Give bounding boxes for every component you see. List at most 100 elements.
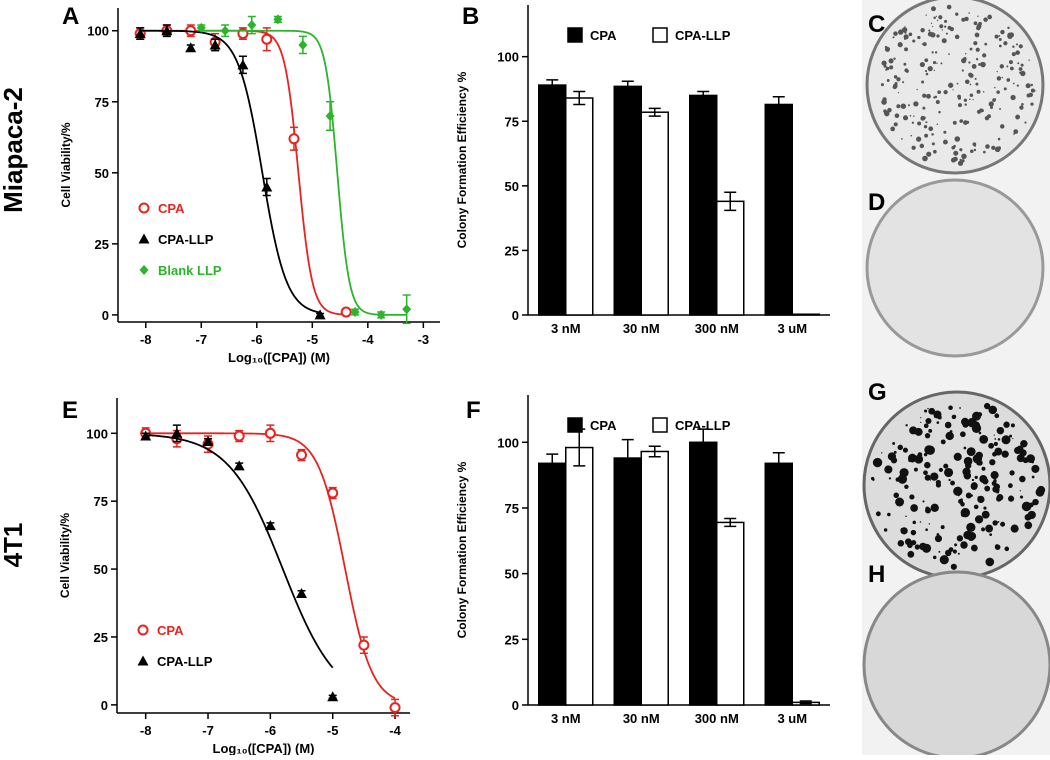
- legend-label: Blank LLP: [158, 263, 222, 278]
- colony: [938, 467, 944, 473]
- colony: [998, 38, 1002, 41]
- colony: [978, 412, 980, 415]
- colony: [996, 76, 1002, 81]
- colony: [901, 137, 903, 140]
- colony: [950, 480, 955, 486]
- colony: [984, 485, 991, 492]
- colony: [947, 25, 952, 30]
- colony: [1003, 41, 1008, 46]
- error-bar: [621, 438, 634, 478]
- colony: [909, 114, 912, 117]
- colony: [993, 441, 998, 446]
- colony: [957, 94, 961, 99]
- colony: [930, 503, 939, 512]
- colony: [973, 21, 978, 26]
- colony: [892, 84, 897, 90]
- marker: [264, 427, 276, 439]
- colony: [928, 29, 931, 32]
- colony: [917, 121, 922, 126]
- colony: [965, 52, 967, 55]
- colony: [996, 70, 998, 73]
- legend-marker: [138, 202, 150, 214]
- colony: [956, 535, 964, 542]
- colony: [964, 16, 969, 22]
- bar: [640, 111, 669, 316]
- colony: [977, 460, 983, 466]
- plates: C D G H: [862, 0, 1050, 760]
- panel-label: D: [868, 189, 885, 216]
- colony: [972, 99, 974, 101]
- colony: [908, 32, 913, 37]
- colony: [971, 478, 975, 482]
- colony: [991, 481, 997, 486]
- marker: [340, 306, 352, 318]
- colony: [994, 438, 997, 440]
- colony: [960, 507, 971, 518]
- colony: [904, 47, 909, 52]
- x-tick-label: -5: [327, 723, 339, 738]
- colony: [975, 47, 980, 52]
- colony: [985, 524, 994, 533]
- colony: [958, 494, 960, 497]
- colony: [910, 529, 917, 536]
- colony: [919, 521, 922, 523]
- legend-label: CPA: [590, 418, 617, 433]
- colony: [966, 447, 976, 457]
- legend-swatch: [652, 417, 668, 433]
- colony: [907, 104, 910, 107]
- colony: [983, 17, 988, 22]
- colony: [967, 417, 977, 428]
- colony: [959, 158, 962, 162]
- colony: [950, 563, 957, 570]
- colony: [925, 14, 927, 16]
- colony: [1024, 521, 1033, 530]
- colony: [955, 12, 959, 16]
- colony: [893, 75, 898, 79]
- colony: [894, 113, 900, 118]
- colony: [893, 57, 896, 60]
- colony: [902, 81, 905, 84]
- colony: [944, 467, 954, 478]
- colony: [905, 424, 908, 427]
- marker: [376, 309, 386, 320]
- colony: [925, 121, 928, 124]
- x-axis-label: Log₁₀([CPA]) (M): [228, 350, 330, 365]
- colony: [990, 106, 994, 109]
- colony: [1030, 88, 1035, 93]
- colony: [954, 34, 960, 40]
- legend-swatch: [652, 27, 668, 43]
- colony: [925, 72, 929, 76]
- colony: [1015, 50, 1020, 55]
- colony: [922, 93, 927, 98]
- colony: [914, 454, 924, 464]
- y-tick-label: 100: [497, 435, 519, 450]
- colony: [994, 86, 996, 89]
- colony: [922, 155, 928, 162]
- y-axis-label: Cell Viability/%: [59, 122, 73, 207]
- bar: [764, 103, 793, 316]
- colony: [935, 15, 937, 17]
- colony: [925, 125, 927, 128]
- y-tick-label: 0: [512, 308, 519, 323]
- colony: [933, 149, 937, 154]
- panel-label: E: [62, 397, 78, 424]
- colony: [952, 549, 957, 554]
- error-bar: [772, 452, 785, 475]
- colony: [1003, 421, 1010, 428]
- colony: [889, 65, 894, 70]
- marker: [233, 460, 245, 471]
- legend-label: CPA-LLP: [675, 418, 731, 433]
- colony: [931, 6, 936, 12]
- colony: [1013, 129, 1019, 134]
- colony: [890, 126, 896, 132]
- colony: [910, 504, 918, 512]
- plate: [862, 390, 1050, 580]
- plate: [865, 178, 1045, 358]
- colony: [974, 517, 978, 521]
- colony: [932, 60, 937, 65]
- colony: [934, 535, 943, 543]
- error-bar: [799, 700, 812, 705]
- colony: [981, 510, 990, 519]
- colony: [1012, 45, 1015, 48]
